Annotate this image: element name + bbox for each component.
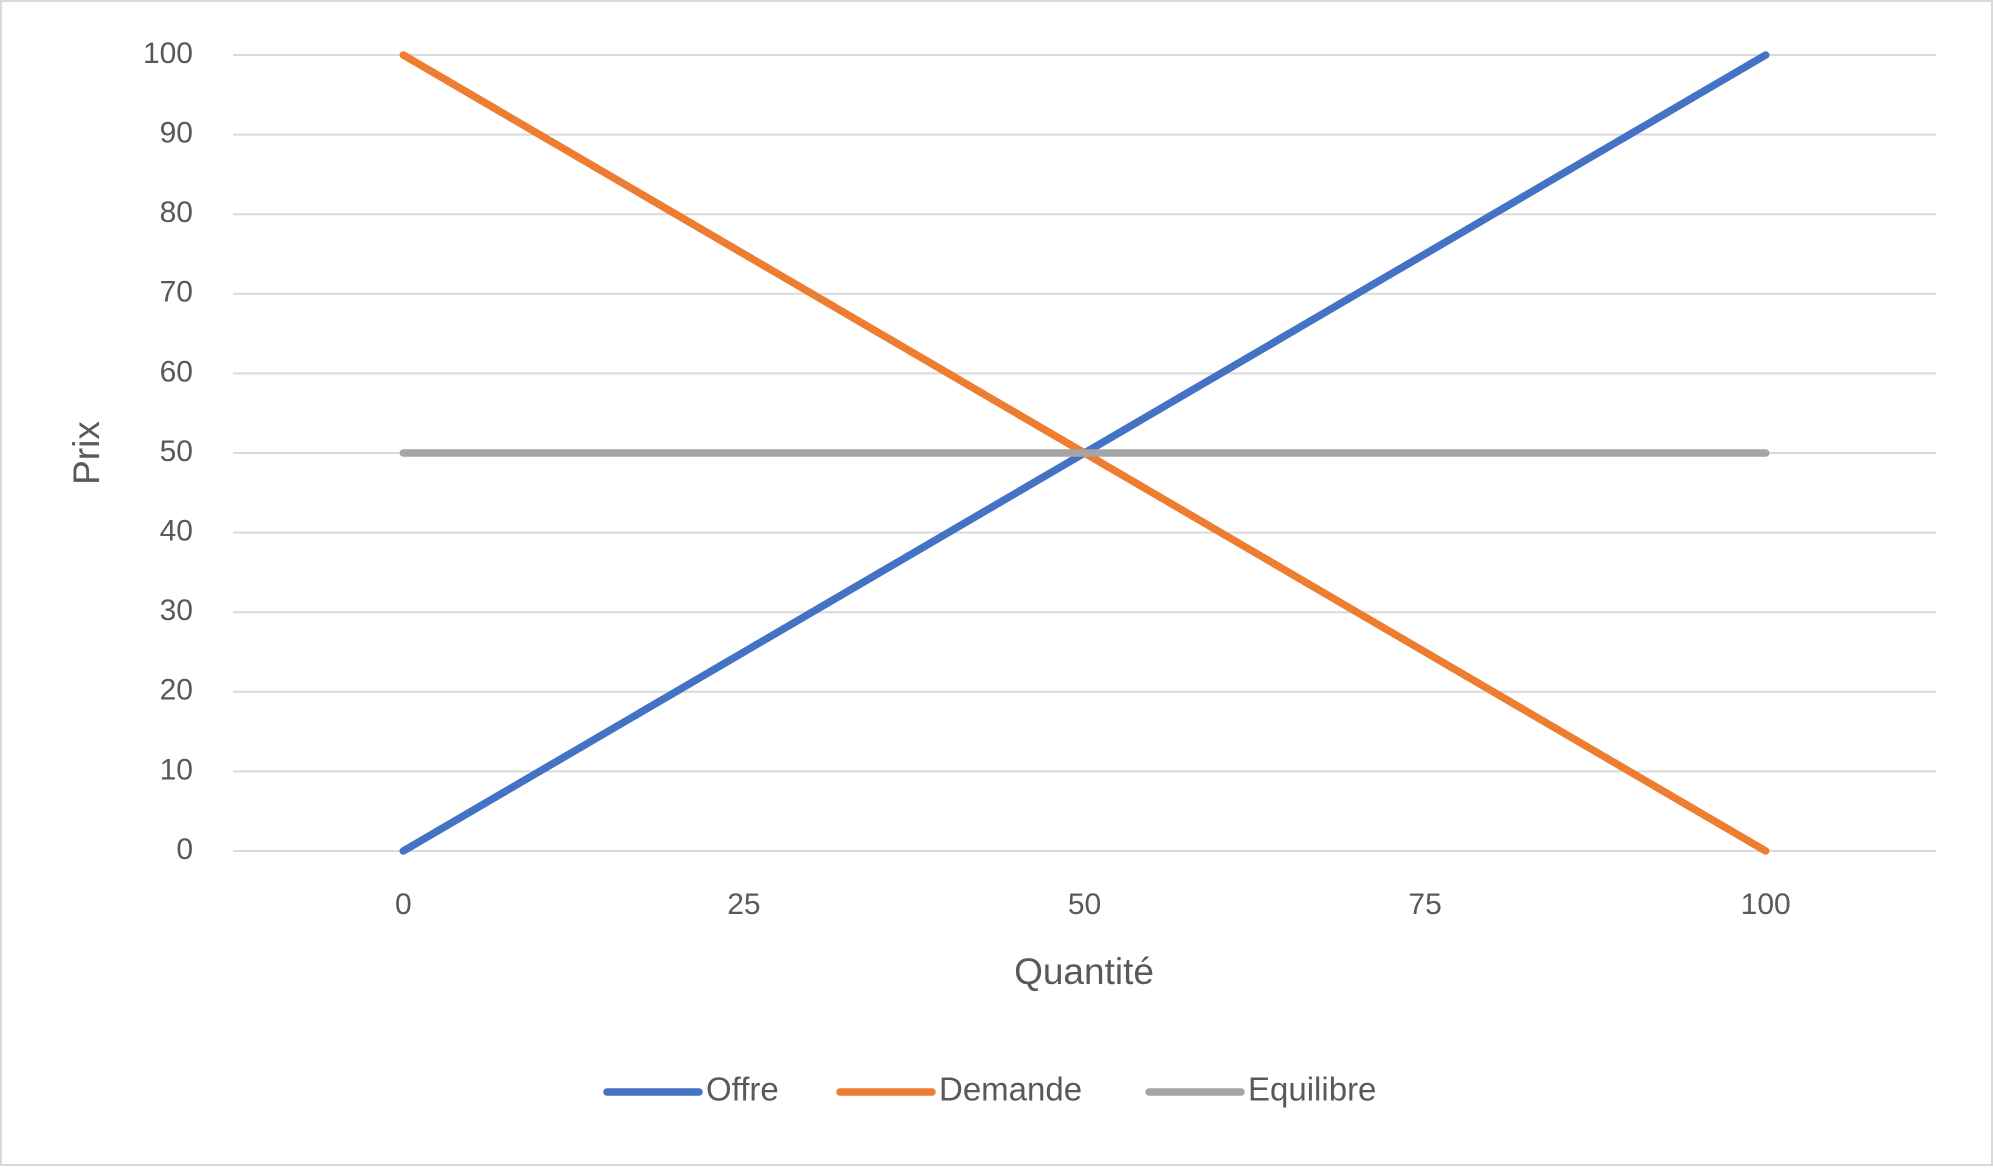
x-axis-title: Quantité bbox=[1014, 951, 1154, 992]
y-tick-label: 100 bbox=[143, 37, 193, 70]
y-tick-label: 90 bbox=[160, 117, 193, 150]
x-tick-label: 75 bbox=[1408, 888, 1441, 921]
y-tick-label: 50 bbox=[160, 435, 193, 468]
x-tick-label: 25 bbox=[727, 888, 760, 921]
y-tick-label: 80 bbox=[160, 196, 193, 229]
y-tick-label: 0 bbox=[176, 833, 193, 866]
y-tick-label: 10 bbox=[160, 753, 193, 786]
x-tick-label: 100 bbox=[1741, 888, 1791, 921]
y-tick-label: 70 bbox=[160, 276, 193, 309]
legend-label: Demande bbox=[939, 1071, 1082, 1108]
y-tick-label: 20 bbox=[160, 674, 193, 707]
legend-label: Equilibre bbox=[1248, 1071, 1376, 1108]
y-axis-title: Prix bbox=[66, 421, 107, 485]
y-tick-label: 30 bbox=[160, 594, 193, 627]
x-tick-label: 0 bbox=[395, 888, 412, 921]
y-tick-label: 60 bbox=[160, 355, 193, 388]
y-tick-label: 40 bbox=[160, 515, 193, 548]
legend-label: Offre bbox=[706, 1071, 779, 1108]
x-tick-label: 50 bbox=[1068, 888, 1101, 921]
